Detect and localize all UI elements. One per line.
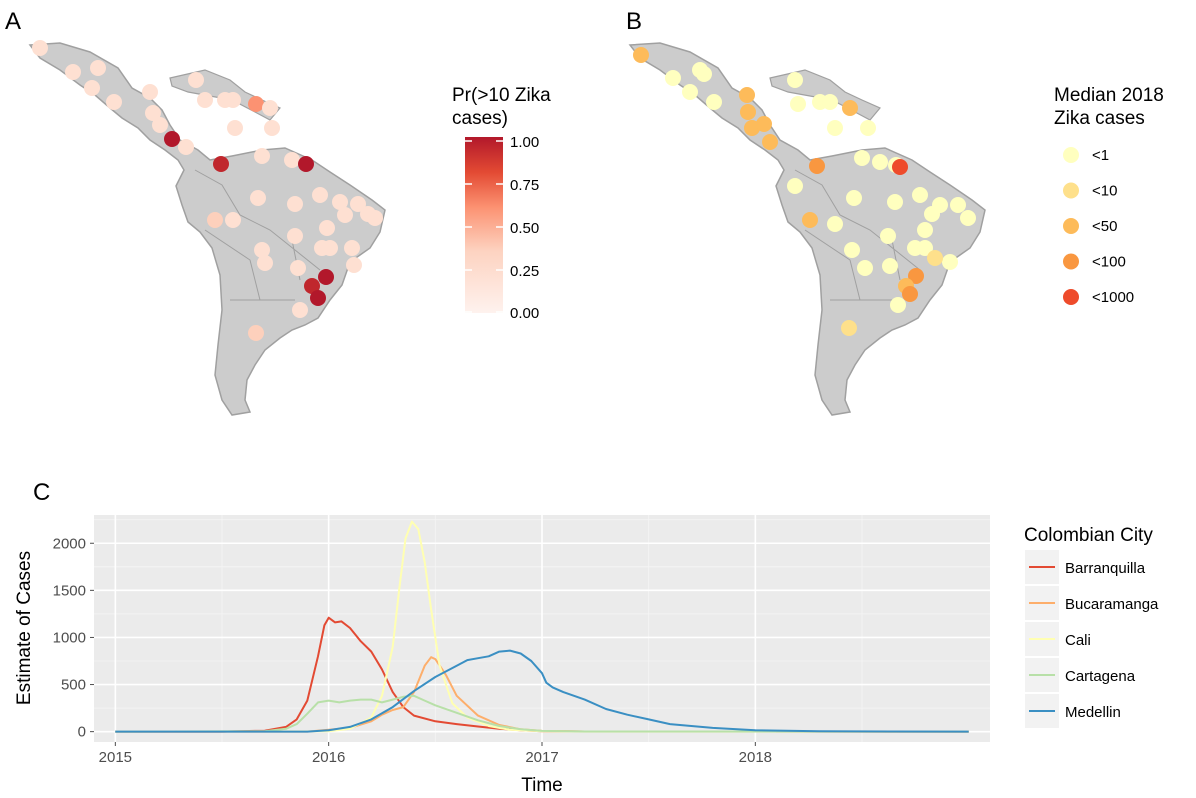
series-line-cali: [115, 520, 969, 733]
legend-b-items: <1 <10 <50 <100 <1000: [1063, 147, 1134, 306]
legend-a-tick-2: 0.75: [510, 177, 539, 194]
y-tick-label-3: 1500: [53, 582, 86, 599]
y-tick-label-1: 500: [61, 677, 86, 694]
y-axis-ticks: 0 500 1000 1500 2000: [53, 535, 94, 741]
series-lines: [115, 520, 969, 733]
series-line-barranquilla: [115, 616, 969, 733]
y-axis-title: Estimate of Cases: [14, 551, 35, 705]
legend-b-key-2: [1063, 218, 1079, 234]
legend-a-tick-4: 0.25: [510, 263, 539, 280]
x-tick-label-2: 2017: [525, 749, 558, 766]
x-tick-label-0: 2015: [99, 749, 132, 766]
legend-a-ticks: [465, 140, 503, 313]
y-tick-label-4: 2000: [53, 535, 86, 552]
legend-a-tick-3: 0.50: [510, 220, 539, 237]
legend-a-title-line2: cases): [452, 108, 508, 129]
y-tick-label-2: 1000: [53, 629, 86, 646]
legend-c-title: Colombian City: [1024, 525, 1153, 546]
legend-b-key-3: [1063, 253, 1079, 270]
legend-a-colorbar: [465, 137, 503, 313]
legend-a-title-line1: Pr(>10 Zika: [452, 85, 551, 106]
legend-c-label-2: Cali: [1065, 632, 1091, 649]
legend-c-label-3: Cartagena: [1065, 668, 1136, 685]
legend-a-tick-1: 1.00: [510, 134, 539, 151]
panel-a-label: A: [5, 8, 21, 35]
legend-b-label-2: <50: [1092, 218, 1117, 235]
x-tick-label-1: 2016: [312, 749, 345, 766]
legend-a-tick-5: 0.00: [510, 305, 539, 322]
legend-c-label-0: Barranquilla: [1065, 560, 1146, 577]
legend-b-label-4: <1000: [1092, 289, 1134, 306]
x-axis-title: Time: [521, 775, 563, 796]
series-line-medellin: [115, 649, 969, 733]
legend-b-label-0: <1: [1092, 147, 1109, 164]
map-a-dots: [32, 40, 383, 341]
legend-b-key-0: [1063, 147, 1079, 163]
panel-c-label: C: [33, 479, 50, 506]
legend-b-key-4: [1063, 289, 1079, 305]
map-b-dots: [633, 47, 976, 336]
x-axis-ticks: 2015 2016 2017 2018: [99, 742, 772, 766]
legend-b-label-1: <10: [1092, 183, 1117, 200]
legend-b-key-1: [1063, 182, 1079, 199]
panel-b-label: B: [626, 8, 642, 35]
legend-c-label-1: Bucaramanga: [1065, 596, 1159, 613]
series-line-cartagena: [115, 694, 969, 733]
legend-c-label-4: Medellin: [1065, 704, 1121, 721]
legend-b-title-line2: Zika cases: [1054, 108, 1145, 129]
y-tick-label-0: 0: [78, 724, 86, 741]
legend-b-title-line1: Median 2018: [1054, 85, 1164, 106]
legend-b-label-3: <100: [1092, 254, 1126, 271]
x-tick-label-3: 2018: [739, 749, 772, 766]
legend-c-items: Barranquilla Bucaramanga Cali Cartagena Mede…: [1025, 550, 1159, 728]
